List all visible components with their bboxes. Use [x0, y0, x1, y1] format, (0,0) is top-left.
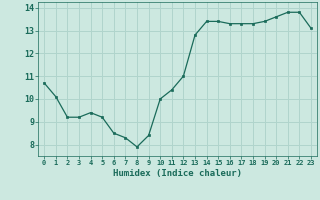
X-axis label: Humidex (Indice chaleur): Humidex (Indice chaleur) — [113, 169, 242, 178]
